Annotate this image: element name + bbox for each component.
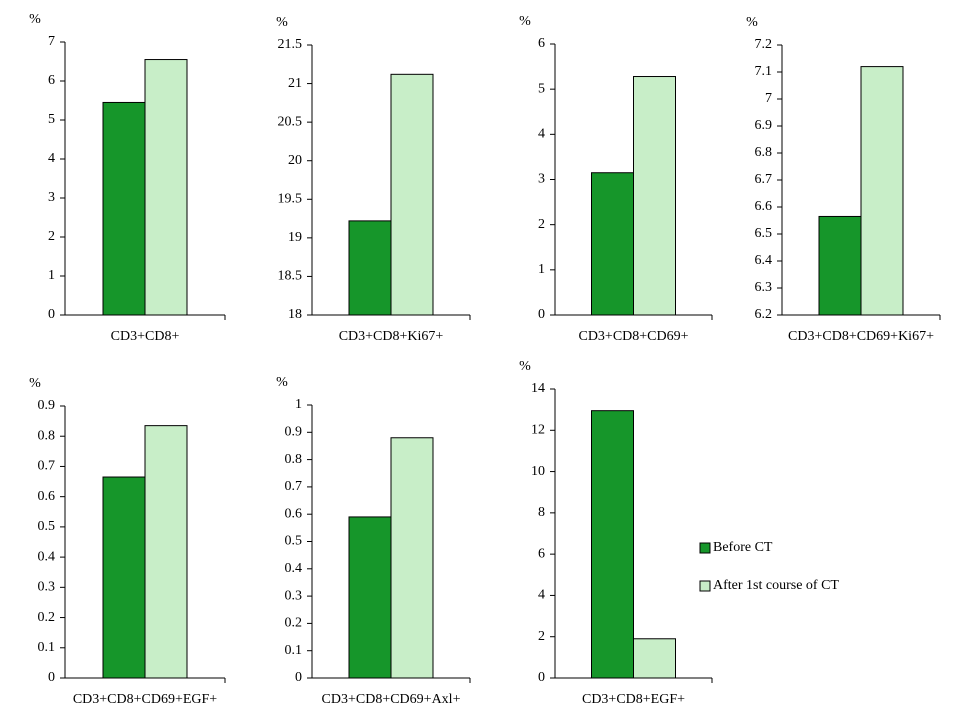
bar (390, 437, 434, 679)
y-tick-label: 1 (48, 268, 55, 283)
y-tick-label: 0.8 (38, 428, 56, 443)
bar (633, 76, 676, 316)
x-tick-label: CD3+CD8+CD69+Axl+ (322, 692, 461, 707)
x-tick-label: CD3+CD8+EGF+ (582, 692, 685, 707)
y-tick-label: 0 (538, 670, 545, 685)
y-tick-label: 0 (538, 307, 545, 322)
y-tick-label: 19.5 (278, 192, 303, 207)
y-tick-label: 0.4 (285, 561, 303, 576)
y-tick-label: 4 (538, 127, 545, 142)
x-tick-label: CD3+CD8+Ki67+ (339, 329, 444, 344)
y-tick-label: 6.6 (755, 199, 773, 214)
y-tick-label: 18.5 (278, 269, 303, 284)
bar (348, 516, 392, 679)
y-axis-label: % (746, 15, 758, 30)
y-tick-label: 6.9 (755, 118, 773, 133)
y-tick-label: 10 (531, 464, 545, 479)
y-axis-label: % (276, 15, 288, 30)
bar (144, 59, 188, 316)
y-tick-label: 0.3 (285, 588, 303, 603)
y-tick-label: 0.2 (285, 616, 303, 631)
bar (390, 73, 434, 316)
bar (591, 172, 634, 316)
y-tick-label: 19 (288, 230, 302, 245)
y-tick-label: 5 (538, 81, 545, 96)
y-tick-label: 7.1 (755, 64, 773, 79)
y-tick-label: 6.3 (755, 280, 773, 295)
y-tick-label: 0.9 (285, 425, 303, 440)
y-axis-label: % (276, 375, 288, 390)
x-tick-label: CD3+CD8+CD69+Ki67+ (788, 329, 934, 344)
y-tick-label: 0.4 (38, 549, 56, 564)
y-tick-label: 0.5 (38, 519, 56, 534)
y-tick-label: 6.7 (755, 172, 773, 187)
y-tick-label: 0.5 (285, 534, 303, 549)
y-tick-label: 0.6 (285, 506, 303, 521)
y-tick-label: 5 (48, 112, 55, 127)
y-tick-label: 2 (538, 629, 545, 644)
y-tick-label: 8 (538, 505, 545, 520)
bar (860, 66, 904, 316)
y-tick-label: 7.2 (755, 37, 773, 52)
y-tick-label: 0.7 (285, 479, 303, 494)
y-tick-label: 0 (48, 307, 55, 322)
y-tick-label: 6.8 (755, 145, 773, 160)
legend-swatch (699, 542, 711, 554)
y-tick-label: 21 (288, 76, 302, 91)
y-tick-label: 0 (295, 670, 302, 685)
y-axis-label: % (29, 12, 41, 27)
y-tick-label: 0.7 (38, 459, 56, 474)
y-tick-label: 6 (538, 36, 545, 51)
y-tick-label: 6.5 (755, 226, 773, 241)
bar (348, 220, 392, 316)
y-tick-label: 2 (48, 229, 55, 244)
y-tick-label: 4 (48, 151, 55, 166)
y-tick-label: 2 (538, 217, 545, 232)
x-tick-label: CD3+CD8+CD69+ (578, 329, 688, 344)
y-tick-label: 0.3 (38, 580, 56, 595)
y-tick-label: 12 (531, 423, 545, 438)
bar (102, 101, 146, 316)
y-tick-label: 3 (538, 172, 545, 187)
legend-label: Before CT (713, 540, 773, 555)
y-tick-label: 6.4 (755, 253, 773, 268)
y-tick-label: 0.9 (38, 398, 56, 413)
y-tick-label: 6 (538, 546, 545, 561)
legend-label: After 1st course of CT (713, 578, 839, 593)
y-tick-label: 14 (531, 381, 545, 396)
bar (633, 638, 676, 679)
y-tick-label: 7 (48, 34, 55, 49)
y-tick-label: 0.1 (285, 643, 303, 658)
bar (818, 215, 862, 316)
y-axis-label: % (519, 359, 531, 374)
x-tick-label: CD3+CD8+ (111, 329, 180, 344)
y-tick-label: 18 (288, 307, 302, 322)
y-tick-label: 0.1 (38, 640, 56, 655)
bar (144, 425, 188, 679)
y-tick-label: 1 (295, 397, 302, 412)
y-tick-label: 20 (288, 153, 302, 168)
x-tick-label: CD3+CD8+CD69+EGF+ (73, 692, 217, 707)
y-tick-label: 6.2 (755, 307, 773, 322)
y-tick-label: 7 (765, 91, 772, 106)
bar (102, 476, 146, 679)
y-tick-label: 0.8 (285, 452, 303, 467)
y-tick-label: 1 (538, 262, 545, 277)
y-tick-label: 3 (48, 190, 55, 205)
y-tick-label: 20.5 (278, 114, 303, 129)
y-tick-label: 6 (48, 73, 55, 88)
y-axis-label: % (29, 376, 41, 391)
bar (591, 410, 634, 679)
y-tick-label: 0.2 (38, 610, 56, 625)
y-tick-label: 4 (538, 588, 545, 603)
y-axis-label: % (519, 14, 531, 29)
y-tick-label: 0 (48, 670, 55, 685)
y-tick-label: 0.6 (38, 489, 56, 504)
y-tick-label: 21.5 (278, 37, 303, 52)
legend-swatch (699, 580, 711, 592)
